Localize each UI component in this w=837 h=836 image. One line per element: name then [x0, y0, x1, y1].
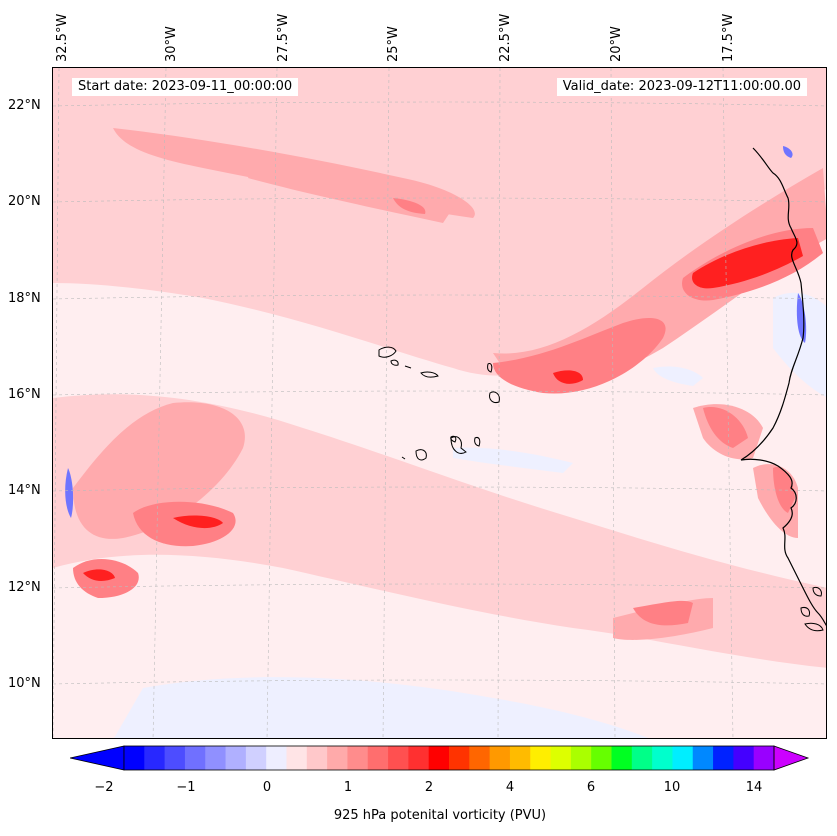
cb-tick-10: 10	[663, 780, 681, 795]
lat-label-22n: 22°N	[8, 98, 41, 113]
colorbar-cell	[327, 746, 348, 770]
cb-tick-minus1: −1	[176, 780, 196, 795]
lon-label-27-5w: 27.5°W	[276, 13, 291, 62]
lat-label-12n: 12°N	[8, 580, 41, 595]
colorbar-cell	[489, 746, 511, 770]
colorbar-outline	[123, 745, 775, 771]
colorbar-cell	[164, 746, 186, 770]
colorbar-cell	[611, 746, 633, 770]
lat-label-16n: 16°N	[8, 387, 41, 402]
start-date-label: Start date: 2023-09-11_00:00:00	[72, 78, 299, 96]
cb-tick-2: 2	[424, 780, 434, 795]
light-blue-patches	[114, 292, 826, 738]
lon-label-20w: 20°W	[609, 26, 624, 62]
colorbar-cell	[205, 746, 227, 770]
colorbar	[70, 745, 810, 771]
deep-red-cores	[83, 238, 803, 581]
colorbar-label: 925 hPa potenital vorticity (PVU)	[333, 808, 547, 823]
colorbar-cell	[388, 746, 409, 770]
colorbar-cell	[733, 746, 755, 770]
cb-tick-6: 6	[586, 780, 596, 795]
map-panel	[52, 67, 827, 739]
colorbar-cell	[652, 746, 673, 770]
lon-label-17-5w: 17.5°W	[721, 13, 736, 62]
colorbar-cell	[530, 746, 552, 770]
colorbar-cell	[286, 746, 308, 770]
colorbar-cell	[225, 746, 247, 770]
colorbar-cell	[509, 746, 531, 770]
colorbar-cell	[713, 746, 734, 770]
colorbar-cell	[266, 746, 287, 770]
colorbar-cell	[469, 746, 491, 770]
lat-label-10n: 10°N	[8, 676, 41, 691]
cape-verde-islands	[378, 346, 500, 461]
lon-label-25w: 25°W	[386, 26, 401, 62]
cb-tick-4: 4	[505, 780, 515, 795]
colorbar-cell	[367, 746, 389, 770]
colorbar-cell	[347, 746, 369, 770]
lat-label-14n: 14°N	[8, 483, 41, 498]
cb-tick-14: 14	[745, 780, 763, 795]
colorbar-cell	[550, 746, 572, 770]
lon-label-30w: 30°W	[164, 26, 179, 62]
lat-label-20n: 20°N	[8, 194, 41, 209]
colorbar-cell	[449, 746, 470, 770]
colorbar-cell	[753, 746, 775, 770]
cb-tick-0: 0	[262, 780, 272, 795]
lon-label-32-5w: 32.5°W	[55, 13, 70, 62]
colorbar-cell	[672, 746, 694, 770]
valid-date-label: Valid_date: 2023-09-12T11:00:00.00	[556, 78, 807, 96]
african-coastline	[740, 147, 826, 627]
colorbar-extend-min	[70, 745, 125, 771]
colorbar-cell	[428, 746, 450, 770]
colorbar-extend-max	[773, 745, 810, 771]
colorbar-cell	[591, 746, 612, 770]
colorbar-cell	[631, 746, 653, 770]
colorbar-cell	[245, 746, 267, 770]
colorbar-cell	[184, 746, 206, 770]
colorbar-cell	[408, 746, 430, 770]
pv-contour-map	[53, 68, 826, 738]
coast-islands	[800, 587, 824, 632]
lon-label-22-5w: 22.5°W	[498, 13, 513, 62]
colorbar-cell	[692, 746, 714, 770]
colorbar-cell	[570, 746, 592, 770]
lat-label-18n: 18°N	[8, 291, 41, 306]
colorbar-cells	[124, 746, 775, 770]
cb-tick-minus2: −2	[94, 780, 114, 795]
graticule	[53, 68, 826, 738]
colorbar-cell	[124, 746, 145, 770]
colorbar-cell	[306, 746, 328, 770]
colorbar-cell	[144, 746, 166, 770]
cb-tick-1: 1	[343, 780, 353, 795]
